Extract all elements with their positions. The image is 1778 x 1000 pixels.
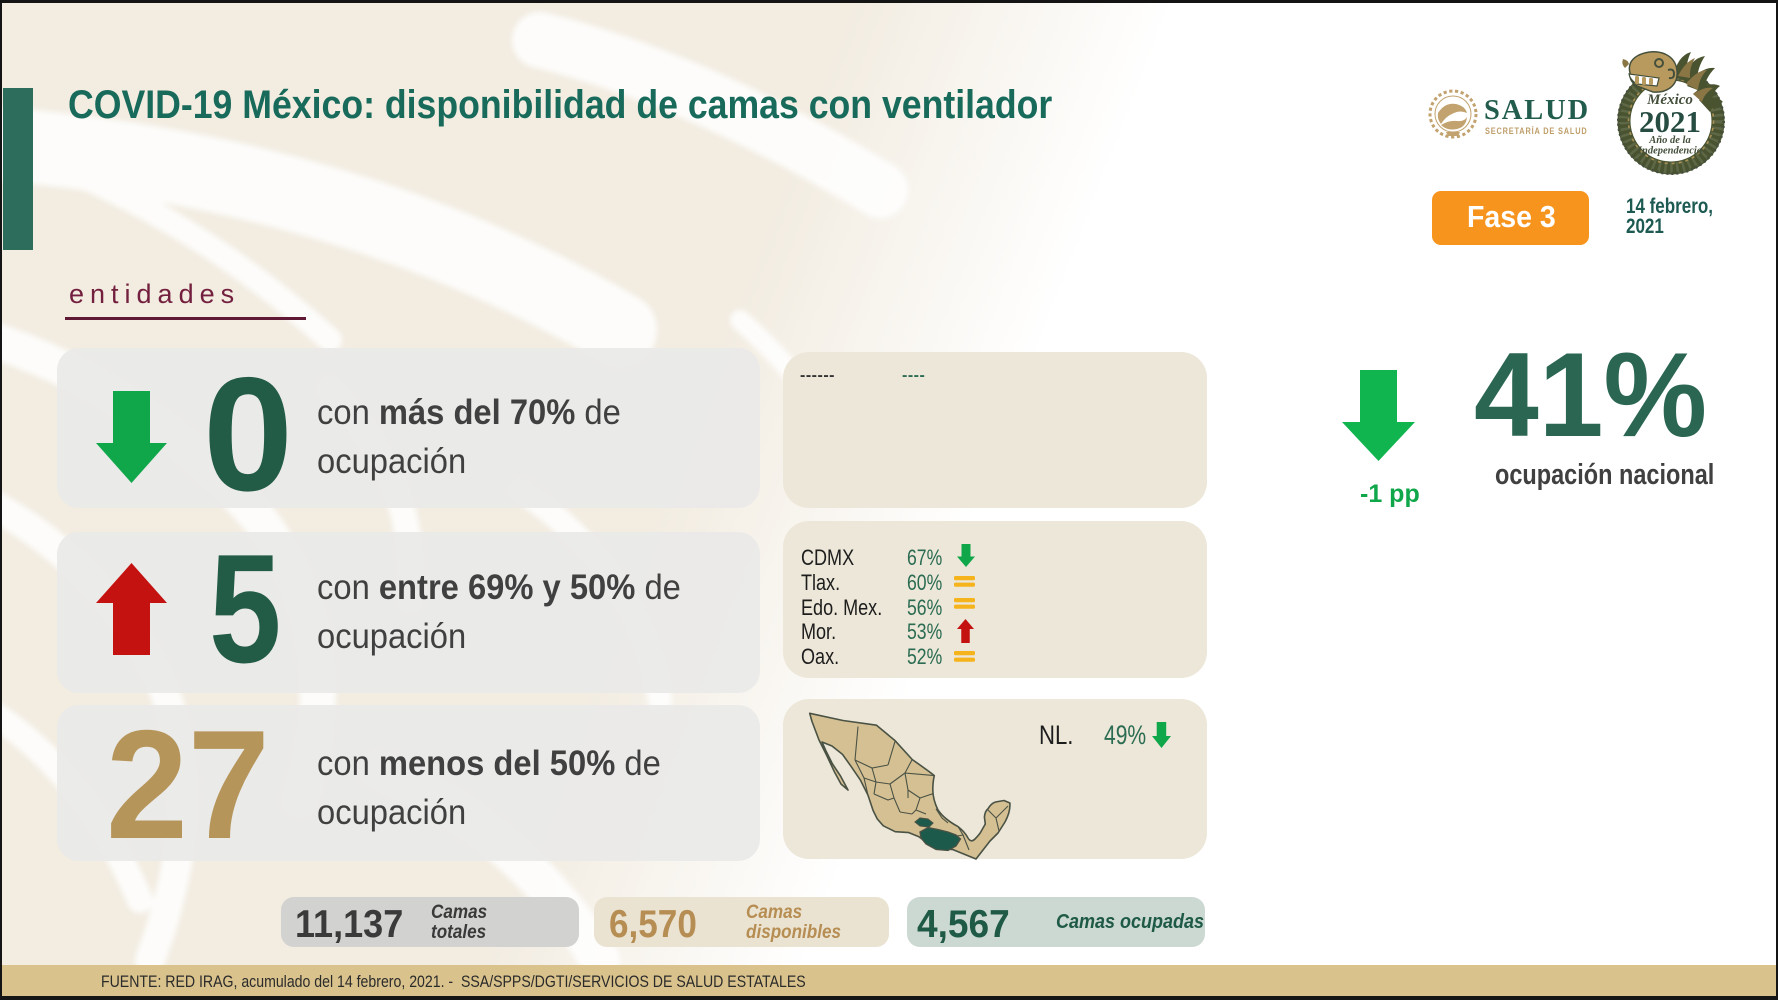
svg-text:Independencia: Independencia bbox=[1637, 146, 1702, 157]
svg-text:2021: 2021 bbox=[1639, 104, 1701, 139]
svg-text:México: México bbox=[1646, 92, 1693, 108]
svg-text:Año de la: Año de la bbox=[1648, 135, 1690, 146]
